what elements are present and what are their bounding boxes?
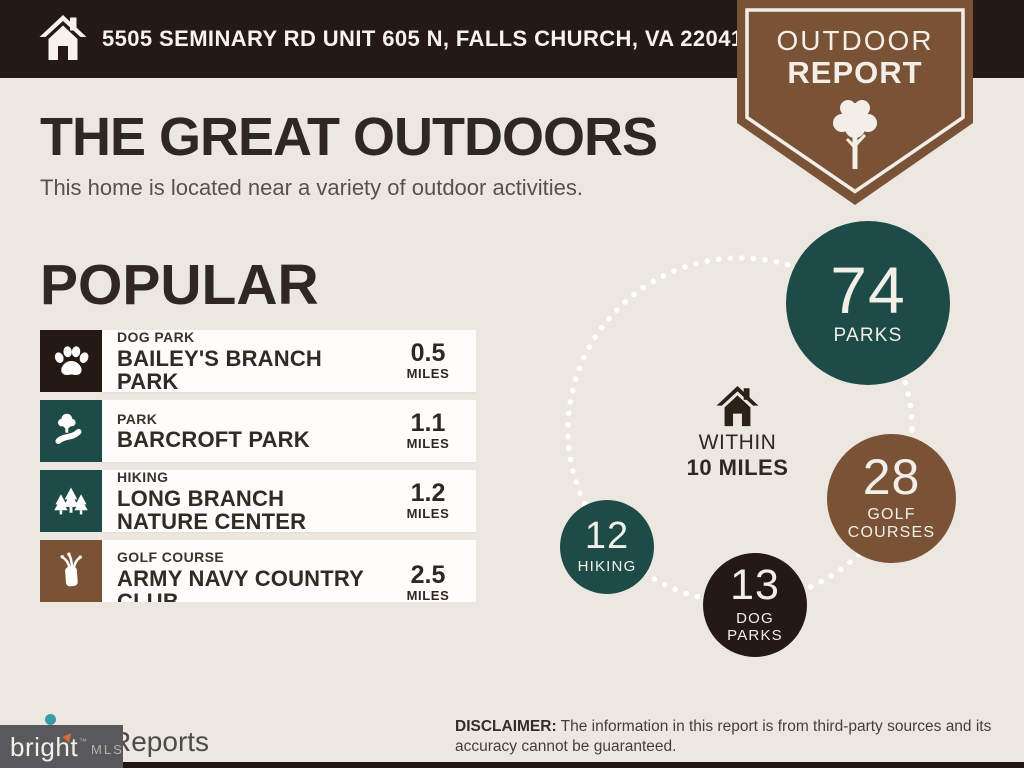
item-distance-unit: MILES (406, 436, 450, 451)
parks-label: PARKS (833, 325, 903, 347)
reports-watermark: Reports (111, 726, 210, 757)
item-name: BAILEY'S BRANCH PARK (117, 345, 323, 394)
golf-label: GOLF COURSES (847, 505, 936, 542)
list-item-dog-park: DOG PARK BAILEY'S BRANCH PARK 0.5 MILES (40, 330, 476, 394)
parks-count: 74 (830, 252, 906, 327)
item-name: BARCROFT PARK (117, 427, 310, 453)
tree-icon (833, 100, 877, 169)
item-name: ARMY NAVY COUNTRY CLUB (117, 565, 364, 602)
stat-circle-hiking: 12 HIKING (560, 500, 654, 594)
hiking-count: 12 (584, 515, 630, 558)
home-icon-center (716, 386, 759, 427)
paw-icon (54, 346, 89, 376)
list-item-hiking: HIKING LONG BRANCH NATURE CENTER 1.2 MIL… (40, 469, 476, 534)
list-item-park: PARK BARCROFT PARK 1.1 MILES (40, 400, 476, 462)
stat-circle-parks: 74 PARKS (786, 221, 950, 385)
item-distance: 1.2 (410, 479, 446, 507)
list-item-golf-course: GOLF COURSE ARMY NAVY COUNTRY CLUB 2.5 M… (40, 540, 476, 602)
item-distance-unit: MILES (406, 366, 450, 381)
hiking-tile (40, 470, 102, 532)
golf-icon (60, 552, 82, 587)
trademark-symbol: ™ (79, 737, 88, 746)
trees-icon (54, 487, 88, 515)
item-distance: 2.5 (410, 561, 446, 589)
mls-label: MLS (91, 742, 124, 757)
item-category: DOG PARK (117, 330, 195, 346)
badge-line2: REPORT (787, 55, 922, 90)
badge-shape (737, 0, 973, 205)
property-address: 5505 SEMINARY RD UNIT 605 N, FALLS CHURC… (102, 26, 744, 51)
page-title: THE GREAT OUTDOORS (40, 107, 658, 167)
item-distance-unit: MILES (406, 588, 450, 602)
bottom-bar (0, 762, 1024, 768)
dog-parks-label: DOG PARKS (727, 610, 783, 645)
golf-tile (40, 540, 102, 602)
within-label: WITHIN (698, 431, 777, 454)
badge-line1: OUTDOOR (776, 25, 933, 56)
item-category: GOLF COURSE (117, 549, 225, 565)
badge-inner-border (745, 8, 965, 194)
park-icon (55, 413, 82, 445)
item-category: HIKING (117, 469, 169, 486)
dotted-radius-ring (565, 255, 915, 605)
radius-caption: WITHIN 10 MILES (650, 431, 825, 481)
bright-dot-icon (45, 714, 56, 725)
bright-mls-logo: bright ™ MLS (0, 725, 123, 768)
park-tile (40, 400, 102, 462)
popular-heading: POPULAR (40, 253, 319, 317)
item-distance: 1.1 (410, 409, 446, 437)
item-name: LONG BRANCH NATURE CENTER (117, 485, 307, 534)
page-subtitle: This home is located near a variety of o… (40, 175, 583, 200)
disclaimer: DISCLAIMER: The information in this repo… (455, 717, 995, 757)
radius-value: 10 MILES (686, 455, 789, 480)
dog-park-tile (40, 330, 102, 392)
item-distance-unit: MILES (406, 506, 450, 521)
disclaimer-text: The information in this report is from t… (455, 718, 992, 756)
stat-circle-dog-parks: 13 DOG PARKS (703, 553, 807, 657)
outdoor-report-badge: OUTDOOR REPORT (737, 0, 973, 205)
dog-parks-count: 13 (730, 561, 780, 610)
popular-list: DOG PARK BAILEY'S BRANCH PARK 0.5 MILES (40, 330, 476, 602)
hiking-label: HIKING (577, 558, 637, 576)
golf-count: 28 (862, 449, 921, 506)
disclaimer-label: DISCLAIMER: (455, 718, 557, 735)
item-category: PARK (117, 410, 158, 427)
home-icon (39, 15, 87, 60)
stat-circle-golf-courses: 28 GOLF COURSES (827, 434, 956, 563)
item-distance: 0.5 (410, 339, 446, 367)
